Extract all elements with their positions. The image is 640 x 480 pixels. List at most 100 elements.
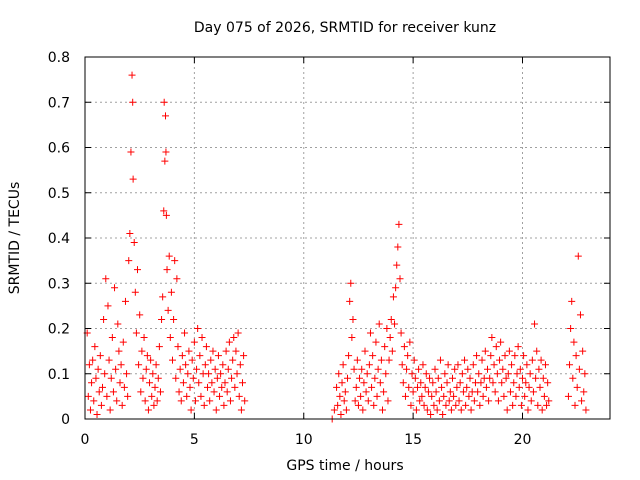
- data-point: [186, 383, 194, 391]
- data-point: [103, 392, 111, 400]
- data-point: [119, 338, 127, 346]
- data-point: [535, 365, 543, 373]
- data-point: [196, 352, 204, 360]
- data-point: [426, 374, 434, 382]
- data-point: [100, 315, 108, 323]
- data-point: [374, 365, 382, 373]
- data-point: [99, 383, 106, 391]
- data-point: [476, 401, 484, 409]
- data-point: [473, 352, 481, 360]
- data-point: [197, 392, 205, 400]
- data-point: [104, 302, 112, 310]
- data-point: [454, 361, 462, 369]
- data-point: [90, 397, 98, 405]
- data-point: [381, 343, 389, 351]
- data-point: [213, 374, 221, 382]
- x-tick-label: 10: [295, 432, 313, 448]
- data-point: [340, 397, 348, 405]
- data-point: [154, 374, 162, 382]
- data-point: [372, 338, 380, 346]
- data-point: [219, 361, 227, 369]
- y-tick-label: 0.8: [48, 50, 70, 66]
- data-point: [138, 347, 146, 355]
- data-point: [502, 374, 510, 382]
- data-point: [399, 379, 407, 387]
- data-point: [540, 392, 548, 400]
- data-point: [396, 275, 404, 283]
- data-point: [418, 392, 426, 400]
- data-point: [146, 379, 154, 387]
- data-point: [363, 370, 371, 378]
- data-point: [510, 379, 518, 387]
- data-point: [371, 374, 379, 382]
- data-point: [144, 406, 152, 414]
- data-point: [579, 347, 587, 355]
- data-point: [463, 383, 471, 391]
- data-point: [85, 361, 93, 369]
- data-point: [401, 392, 409, 400]
- data-point: [239, 379, 246, 387]
- data-point: [564, 392, 572, 400]
- data-point: [368, 383, 376, 391]
- data-point: [93, 410, 101, 418]
- data-point: [403, 365, 411, 373]
- data-point: [134, 266, 141, 274]
- data-point: [338, 379, 346, 387]
- data-point: [524, 406, 532, 414]
- data-point: [105, 356, 113, 364]
- data-point: [386, 334, 394, 342]
- data-point: [240, 352, 248, 360]
- data-point: [389, 293, 397, 301]
- data-point: [380, 388, 388, 396]
- data-point: [184, 370, 192, 378]
- data-point: [397, 329, 405, 337]
- data-point: [152, 361, 160, 369]
- data-point: [358, 365, 366, 373]
- data-point: [501, 352, 509, 360]
- data-point: [147, 356, 155, 364]
- data-point: [207, 356, 215, 364]
- data-point: [135, 361, 143, 369]
- data-point: [541, 361, 549, 369]
- data-point: [334, 401, 342, 409]
- data-point: [153, 397, 161, 405]
- data-point: [538, 406, 546, 414]
- data-point: [464, 365, 472, 373]
- data-point: [438, 383, 446, 391]
- data-point: [429, 379, 437, 387]
- data-point: [435, 397, 443, 405]
- data-point: [416, 397, 424, 405]
- data-point: [96, 352, 104, 360]
- data-point: [567, 325, 575, 332]
- data-point: [515, 383, 523, 391]
- data-point: [190, 338, 198, 346]
- data-point: [333, 383, 341, 391]
- data-point: [181, 329, 189, 337]
- data-point: [492, 343, 500, 351]
- data-point: [450, 392, 458, 400]
- grid: [85, 57, 610, 419]
- data-point: [534, 401, 542, 409]
- data-point: [528, 356, 536, 364]
- data-point: [494, 397, 502, 405]
- data-point: [526, 370, 534, 378]
- data-point: [341, 388, 349, 396]
- x-tick-label: 5: [190, 432, 199, 448]
- data-point: [349, 315, 357, 323]
- x-tick-label: 15: [404, 432, 422, 448]
- data-point: [206, 397, 214, 405]
- data-point: [580, 388, 588, 396]
- data-point: [234, 329, 242, 337]
- data-point: [427, 410, 435, 418]
- data-point: [414, 383, 421, 391]
- data-point: [210, 388, 218, 396]
- data-point: [233, 370, 241, 378]
- data-point: [405, 383, 413, 391]
- data-point: [455, 397, 463, 405]
- y-tick-label: 0: [61, 412, 70, 428]
- data-point: [516, 365, 524, 373]
- data-point: [220, 401, 228, 409]
- data-point: [575, 365, 583, 373]
- data-point: [86, 406, 94, 414]
